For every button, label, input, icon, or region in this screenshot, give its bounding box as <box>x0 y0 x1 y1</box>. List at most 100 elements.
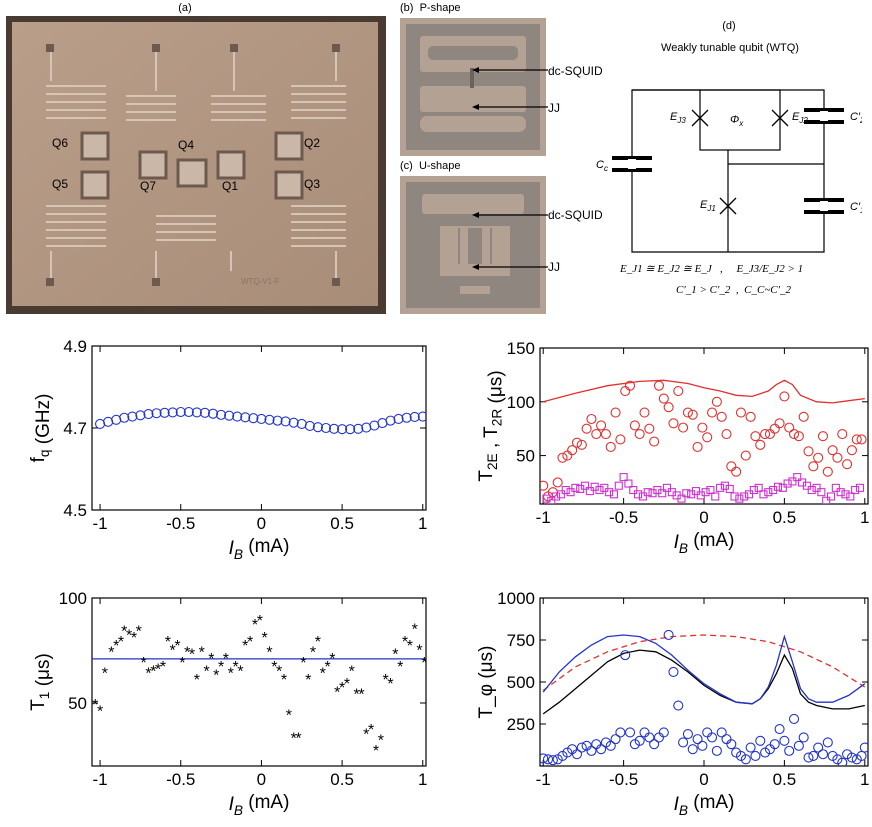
tphi-point <box>692 734 703 745</box>
t2-point <box>750 431 761 442</box>
t2-point <box>697 422 708 433</box>
t2-point <box>745 411 756 422</box>
t2-point <box>615 434 626 445</box>
t2-point <box>773 482 783 491</box>
t2-point <box>702 432 713 443</box>
t2-point <box>846 492 855 501</box>
t1-point: * <box>213 668 219 685</box>
t1-point: * <box>174 638 180 655</box>
fq-point <box>385 415 396 426</box>
t1-point: * <box>199 645 205 662</box>
t2-point <box>634 429 645 440</box>
t2-point <box>711 492 720 501</box>
fq-point <box>320 422 332 434</box>
fq-y-axis-label: fq (GHz) <box>28 394 54 463</box>
fq-point <box>248 413 259 424</box>
t2-point <box>668 418 679 429</box>
t1-point: * <box>189 647 195 664</box>
t2-point <box>856 434 867 445</box>
tphi-point <box>668 666 679 677</box>
tphi-point <box>716 727 727 738</box>
panel-label-a: (a) <box>178 2 192 14</box>
t1-point: * <box>320 666 326 683</box>
t1-point: * <box>165 634 171 651</box>
t2-point <box>817 431 829 442</box>
qubit-label-q1: Q1 <box>222 179 239 193</box>
tphi-point <box>658 727 669 738</box>
fq-point <box>296 418 307 429</box>
fq-point <box>111 414 122 425</box>
t2-point <box>822 496 831 504</box>
fq-point <box>199 407 210 418</box>
tphi-x-tick-label: 1 <box>860 770 869 789</box>
fq-point <box>95 418 106 429</box>
t1-y-tick-label: 50 <box>68 694 87 713</box>
tphi-point <box>687 744 698 755</box>
t2-point <box>812 483 821 492</box>
t1-point: * <box>392 647 398 664</box>
fq-point <box>127 411 138 422</box>
t1-point: * <box>102 666 108 683</box>
t1-point: * <box>113 638 119 655</box>
t2-point <box>725 484 734 493</box>
svg-text:Cc: Cc <box>596 159 608 173</box>
chip-photo: WTQ-V1-F Q6 Q5 Q7 Q4 Q1 Q2 Q3 <box>6 16 386 314</box>
t1-point: * <box>407 638 413 655</box>
t1-point: * <box>136 624 142 641</box>
t2-point <box>586 413 597 425</box>
tphi-point <box>702 727 713 738</box>
t1-point: * <box>276 663 282 680</box>
t1-point: * <box>126 628 132 645</box>
fq-point <box>151 408 162 419</box>
tphi-y-tick-label: 1000 <box>497 589 535 608</box>
t2-point <box>759 490 768 499</box>
qubit-label-q2: Q2 <box>304 136 321 150</box>
tphi-point <box>793 740 804 751</box>
tphi-point <box>706 732 718 743</box>
fq-point <box>224 410 235 421</box>
tphi-plot-frame <box>539 597 869 767</box>
fq-point <box>401 412 412 423</box>
tphi-point <box>644 732 655 743</box>
circuit-title: Weakly tunable qubit (WTQ) <box>661 42 799 54</box>
tphi-point <box>639 727 650 738</box>
fq-point <box>272 415 283 426</box>
fq-point <box>143 409 154 420</box>
t2-point <box>706 407 718 418</box>
tphi-point <box>649 739 660 750</box>
t2-point <box>813 452 824 463</box>
fq-point <box>288 417 299 428</box>
t2-y-tick-label: 100 <box>507 393 535 412</box>
t2-line-fit <box>543 379 865 404</box>
tphi-point <box>634 735 645 746</box>
t1-x-tick-label: 0 <box>257 770 266 789</box>
fq-point <box>417 411 426 422</box>
t1-point: * <box>223 651 229 668</box>
t1-point: * <box>121 624 127 641</box>
tphi-point <box>542 754 554 765</box>
t2-point <box>552 477 563 488</box>
t1-point: * <box>218 659 224 676</box>
t1-x-tick-label: 0.5 <box>330 770 354 789</box>
t1-point: * <box>179 655 185 672</box>
t2-point <box>649 436 660 447</box>
t2-point <box>605 441 616 453</box>
fq-point <box>345 424 356 435</box>
t1-point: * <box>97 703 103 720</box>
tphi-point <box>586 745 597 756</box>
tphi-point <box>837 757 848 766</box>
t2-point <box>706 485 715 495</box>
fq-x-tick-label: 0.5 <box>330 514 354 533</box>
t2-point <box>557 452 568 463</box>
c-squid-label: dc-SQUID <box>548 208 603 222</box>
t2-point <box>798 411 809 422</box>
t2-point <box>567 445 578 456</box>
svg-text:WTQ-V1-F: WTQ-V1-F <box>241 277 280 286</box>
t2-point <box>754 483 763 492</box>
t2-point <box>808 461 819 472</box>
t2-point <box>784 422 795 433</box>
t2-point <box>793 473 802 482</box>
u-shape-photo <box>400 176 546 314</box>
t1-point: * <box>368 722 374 739</box>
t1-x-tick-label: 1 <box>418 770 427 789</box>
